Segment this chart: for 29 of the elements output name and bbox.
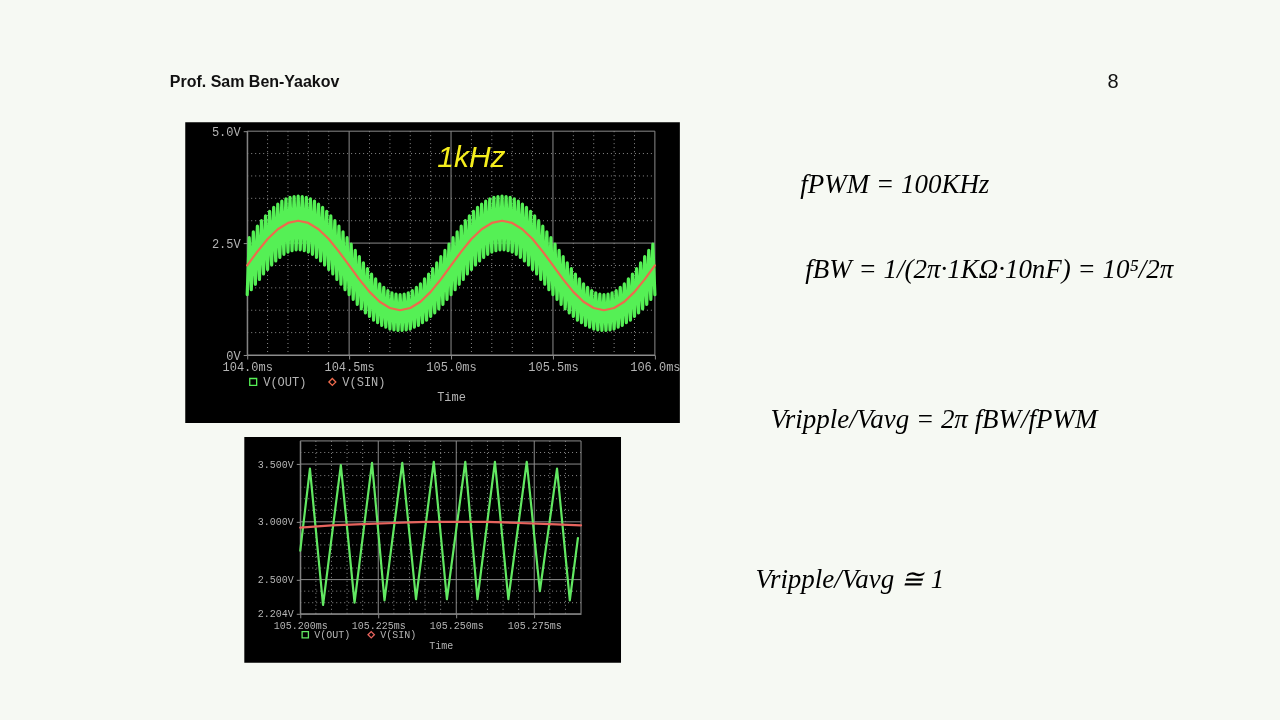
x-tick-label: 105.5ms xyxy=(528,361,579,376)
legend-label: V(SIN) xyxy=(342,375,386,390)
y-tick-label: 2.500V xyxy=(257,575,294,587)
y-tick-label: 3.500V xyxy=(257,459,294,471)
line-series xyxy=(299,460,580,607)
y-tick-label: 3.000V xyxy=(257,517,294,529)
y-tick-label: 5.0V xyxy=(211,125,242,140)
x-tick-label: 105.250ms xyxy=(429,621,484,633)
legend-label: V(OUT) xyxy=(314,629,351,641)
annotation: 1kHz xyxy=(437,140,506,174)
x-tick-label: 104.0ms xyxy=(222,361,273,376)
x-tick-label: 105.275ms xyxy=(507,621,562,633)
text: Prof. Sam Ben-Yaakov xyxy=(169,73,340,91)
y-tick-label: 2.204V xyxy=(257,609,294,621)
legend-label: V(SIN) xyxy=(380,629,417,641)
text: Vripple/Vavg = 2π fBW/fPWM xyxy=(770,403,1099,434)
text: fPWM = 100KHz xyxy=(800,169,990,200)
x-tick-label: 106.0ms xyxy=(630,361,681,376)
line-series xyxy=(245,194,657,332)
text: Vripple/Vavg ≅ 1 xyxy=(755,563,945,594)
text: fBW = 1/(2π·1KΩ·10nF) = 10⁵/2π xyxy=(805,254,1175,285)
legend-label: V(OUT) xyxy=(263,375,307,390)
line-series xyxy=(246,219,656,312)
text: 8 xyxy=(1107,70,1119,93)
x-axis-title: Time xyxy=(437,391,466,406)
x-axis-title: Time xyxy=(429,641,454,653)
y-tick-label: 2.5V xyxy=(211,237,242,252)
x-tick-label: 105.0ms xyxy=(426,361,477,376)
x-tick-label: 104.5ms xyxy=(324,361,375,376)
